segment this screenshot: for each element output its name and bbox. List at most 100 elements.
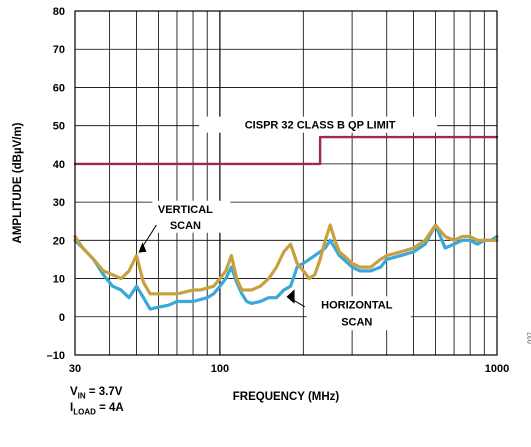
point-horizontal xyxy=(259,300,261,303)
y-tick-label: 0 xyxy=(59,312,65,324)
point-vertical xyxy=(302,270,304,272)
point-horizontal xyxy=(329,239,331,241)
point-vertical xyxy=(149,293,151,295)
vertical-arrowhead xyxy=(138,242,147,253)
point-vertical xyxy=(275,266,278,268)
point-horizontal xyxy=(324,247,326,249)
point-horizontal xyxy=(444,247,446,249)
point-vertical xyxy=(434,224,437,226)
point-vertical xyxy=(296,262,298,264)
point-vertical xyxy=(453,239,455,241)
point-horizontal xyxy=(453,243,455,245)
point-vertical xyxy=(176,293,178,295)
point-horizontal xyxy=(246,300,248,303)
point-vertical xyxy=(483,239,485,241)
point-vertical xyxy=(206,287,208,289)
x-tick-label: 100 xyxy=(211,363,229,375)
point-vertical xyxy=(135,255,138,257)
vertical-label-line2: SCAN xyxy=(170,220,201,232)
y-tick-label: 80 xyxy=(53,6,65,18)
series-horizontal xyxy=(73,223,499,311)
point-vertical xyxy=(329,224,331,226)
vertical-label-line1: VERTICAL xyxy=(158,204,213,216)
iload-sub: LOAD xyxy=(73,407,96,417)
point-vertical xyxy=(444,235,446,238)
point-limit xyxy=(319,136,321,138)
point-vertical xyxy=(157,293,160,295)
point-horizontal xyxy=(308,258,310,261)
point-vertical xyxy=(347,258,349,261)
point-horizontal xyxy=(192,300,194,303)
vin-value: = 3.7V xyxy=(85,386,123,398)
point-vertical xyxy=(370,266,372,268)
horizontal-label-line2: SCAN xyxy=(341,316,372,328)
point-vertical xyxy=(319,258,321,261)
point-vertical xyxy=(386,255,388,257)
vin-label: V xyxy=(70,386,78,398)
limit-label: CISPR 32 CLASS B QP LIMIT xyxy=(245,120,396,132)
point-horizontal xyxy=(167,304,169,306)
point-vertical xyxy=(379,258,382,261)
limit-label-bg xyxy=(199,116,438,133)
y-tick-label: 10 xyxy=(53,274,65,286)
y-tick-labels: –10 0 10 20 30 40 50 60 70 80 xyxy=(47,6,65,362)
horizontal-arrowhead xyxy=(286,289,295,304)
point-horizontal xyxy=(149,308,151,310)
point-horizontal xyxy=(370,270,372,272)
series-vertical xyxy=(73,223,499,296)
point-horizontal xyxy=(111,285,114,287)
point-vertical xyxy=(308,277,310,280)
point-horizontal xyxy=(334,247,336,249)
point-horizontal xyxy=(379,266,382,268)
point-vertical xyxy=(199,289,201,291)
point-vertical xyxy=(167,293,169,295)
vin-note: VIN = 3.7V xyxy=(70,386,122,400)
point-horizontal xyxy=(176,300,178,303)
point-horizontal xyxy=(296,266,298,268)
point-vertical xyxy=(424,239,426,241)
point-horizontal xyxy=(102,274,105,276)
point-vertical xyxy=(192,289,194,291)
point-horizontal xyxy=(351,266,353,268)
point-vertical xyxy=(351,262,353,264)
point-vertical xyxy=(334,239,336,241)
point-vertical xyxy=(184,291,186,293)
point-vertical xyxy=(338,251,341,253)
point-horizontal xyxy=(400,255,402,257)
point-horizontal xyxy=(128,297,130,299)
y-tick-label: 20 xyxy=(53,235,65,247)
point-vertical xyxy=(219,277,221,280)
y-tick-label: 50 xyxy=(53,121,65,133)
plot-frame xyxy=(74,10,498,356)
y-tick-label: 70 xyxy=(53,44,65,56)
point-horizontal xyxy=(225,277,227,280)
point-vertical xyxy=(120,277,122,280)
point-horizontal xyxy=(213,293,215,295)
point-vertical xyxy=(400,251,402,253)
point-vertical xyxy=(268,277,270,280)
point-horizontal xyxy=(142,297,145,299)
point-horizontal xyxy=(476,243,479,245)
x-tick-labels: 30 100 1000 xyxy=(69,363,509,375)
point-horizontal xyxy=(461,239,463,241)
point-horizontal xyxy=(314,255,316,257)
iload-note: ILOAD = 4A xyxy=(70,402,124,416)
series-limit xyxy=(73,135,499,166)
y-tick-label: 60 xyxy=(53,82,65,94)
point-vertical xyxy=(490,239,492,241)
point-vertical xyxy=(225,270,227,272)
point-horizontal xyxy=(412,251,415,253)
point-vertical xyxy=(213,285,215,287)
point-vertical xyxy=(324,239,326,241)
point-vertical xyxy=(259,285,261,287)
point-horizontal xyxy=(290,285,292,287)
point-horizontal xyxy=(184,300,186,303)
point-vertical xyxy=(241,289,243,291)
point-vertical xyxy=(102,270,105,272)
point-horizontal xyxy=(230,266,232,268)
point-horizontal xyxy=(199,298,201,301)
point-vertical xyxy=(82,247,84,249)
point-vertical xyxy=(412,247,415,249)
y-tick-label: 30 xyxy=(53,197,65,209)
